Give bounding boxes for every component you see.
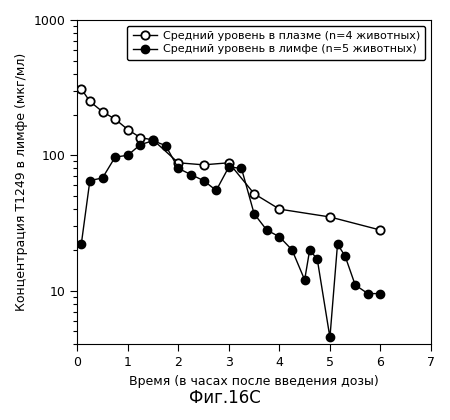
Средний уровень в плазме (n=4 животных) — [176, 160, 181, 165]
Средний уровень в лимфе (n=5 животных) — [100, 176, 105, 181]
Средний уровень в лимфе (n=5 животных) — [365, 291, 370, 296]
Средний уровень в лимфе (n=5 животных) — [342, 254, 348, 259]
Средний уровень в лимфе (n=5 животных) — [176, 166, 181, 171]
Средний уровень в плазме (n=4 животных) — [100, 109, 105, 114]
Средний уровень в плазме (n=4 животных) — [79, 86, 84, 91]
Средний уровень в плазме (n=4 животных) — [201, 162, 206, 167]
Средний уровень в лимфе (n=5 животных) — [112, 155, 118, 160]
Средний уровень в лимфе (n=5 животных) — [87, 178, 93, 183]
Средний уровень в плазме (n=4 животных) — [252, 191, 257, 196]
Средний уровень в лимфе (n=5 животных) — [213, 188, 219, 193]
Средний уровень в плазме (n=4 животных) — [112, 117, 118, 122]
Средний уровень в плазме (n=4 животных) — [226, 160, 232, 165]
Line: Средний уровень в плазме (n=4 животных): Средний уровень в плазме (n=4 животных) — [77, 85, 385, 234]
Средний уровень в лимфе (n=5 животных) — [277, 234, 282, 239]
Средний уровень в лимфе (n=5 животных) — [252, 211, 257, 216]
Средний уровень в лимфе (n=5 животных) — [289, 247, 295, 252]
Средний уровень в лимфе (n=5 животных) — [201, 178, 206, 183]
Средний уровень в лимфе (n=5 животных) — [188, 172, 194, 177]
Средний уровень в лимфе (n=5 животных) — [327, 335, 333, 340]
Средний уровень в лимфе (n=5 животных) — [264, 228, 270, 233]
Text: Фиг.16C: Фиг.16C — [189, 389, 261, 407]
Legend: Средний уровень в плазме (n=4 животных), Средний уровень в лимфе (n=5 животных): Средний уровень в плазме (n=4 животных),… — [127, 26, 425, 60]
Средний уровень в лимфе (n=5 животных) — [335, 242, 340, 247]
Средний уровень в лимфе (n=5 животных) — [307, 247, 312, 252]
Средний уровень в плазме (n=4 животных) — [150, 137, 156, 142]
Средний уровень в плазме (n=4 животных) — [378, 228, 383, 233]
Средний уровень в лимфе (n=5 животных) — [352, 282, 358, 287]
Средний уровень в лимфе (n=5 животных) — [150, 138, 156, 143]
Line: Средний уровень в лимфе (n=5 животных): Средний уровень в лимфе (n=5 животных) — [77, 136, 385, 341]
Средний уровень в плазме (n=4 животных) — [125, 127, 130, 132]
Средний уровень в лимфе (n=5 животных) — [226, 164, 232, 169]
Средний уровень в лимфе (n=5 животных) — [79, 242, 84, 247]
Средний уровень в лимфе (n=5 животных) — [138, 142, 143, 147]
Средний уровень в плазме (n=4 животных) — [87, 99, 93, 104]
Средний уровень в плазме (n=4 животных) — [277, 207, 282, 212]
X-axis label: Время (в часах после введения дозы): Время (в часах после введения дозы) — [129, 375, 379, 388]
Средний уровень в лимфе (n=5 животных) — [378, 291, 383, 296]
Y-axis label: Концентрация T1249 в лимфе (мкг/мл): Концентрация T1249 в лимфе (мкг/мл) — [15, 53, 28, 311]
Средний уровень в лимфе (n=5 животных) — [302, 277, 307, 282]
Средний уровень в плазме (n=4 животных) — [138, 135, 143, 140]
Средний уровень в лимфе (n=5 животных) — [125, 153, 130, 158]
Средний уровень в лимфе (n=5 животных) — [239, 166, 244, 171]
Средний уровень в плазме (n=4 животных) — [327, 215, 333, 220]
Средний уровень в лимфе (n=5 животных) — [315, 257, 320, 262]
Средний уровень в лимфе (n=5 животных) — [163, 143, 168, 148]
